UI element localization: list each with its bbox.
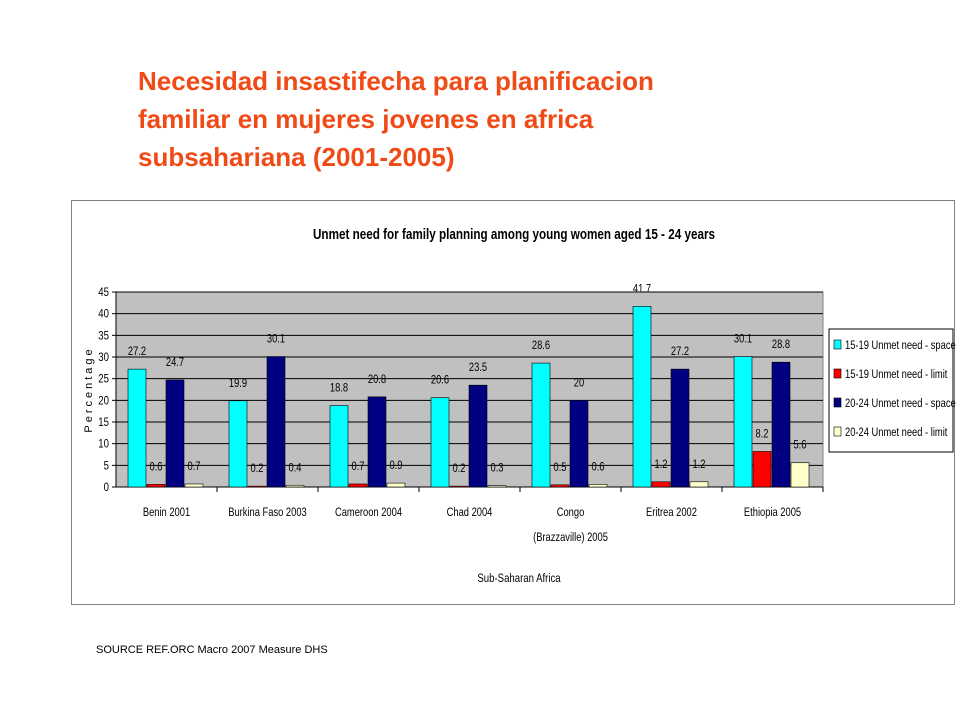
bar-2 <box>752 451 772 488</box>
bar-4 <box>285 484 305 488</box>
y-tick-label: 45 <box>98 286 109 299</box>
bar-chart: Unmet need for family planning among you… <box>83 226 956 586</box>
bar-1 <box>531 362 551 488</box>
data-label: 0.2 <box>250 462 263 475</box>
chart-frame: Unmet need for family planning among you… <box>71 200 956 605</box>
data-label: 0.7 <box>351 460 364 473</box>
bar-1 <box>127 368 147 488</box>
bar-2 <box>550 484 570 488</box>
bar-4 <box>184 483 204 488</box>
data-label: 5.6 <box>793 439 806 452</box>
x-tick-label: Benin 2001 <box>143 506 190 519</box>
bar-3 <box>266 356 286 488</box>
bar-1 <box>632 306 652 488</box>
legend-swatch <box>833 426 842 437</box>
x-tick-label: Eritrea 2002 <box>646 506 697 519</box>
y-axis-label: Percentage <box>83 346 95 432</box>
y-tick-label: 40 <box>98 308 109 321</box>
x-tick-label: Ethiopia 2005 <box>744 506 801 519</box>
bar-4 <box>487 485 507 488</box>
legend-label: 15-19 Unmet need - space <box>845 339 956 352</box>
bar-4 <box>689 481 709 488</box>
data-label: 1.2 <box>692 458 705 471</box>
data-label: 0.6 <box>149 460 162 473</box>
y-tick-label: 0 <box>104 481 109 494</box>
bar-2 <box>449 485 469 488</box>
x-tick-label: Chad 2004 <box>447 506 493 519</box>
bar-3 <box>569 400 589 488</box>
data-label: 30.1 <box>734 333 752 346</box>
chart-title: Unmet need for family planning among you… <box>313 226 715 243</box>
bar-3 <box>670 368 690 488</box>
slide-title-line-3: subsahariana (2001-2005) <box>138 142 455 172</box>
data-label: 23.5 <box>469 361 487 374</box>
data-label: 20.6 <box>431 374 449 387</box>
data-label: 18.8 <box>330 381 348 394</box>
data-label: 8.2 <box>755 427 768 440</box>
bar-3 <box>468 384 488 488</box>
bar-2 <box>247 485 267 488</box>
legend-label: 20-24 Unmet need - space <box>845 397 956 410</box>
data-label: 0.6 <box>591 460 604 473</box>
y-tick-label: 25 <box>98 373 109 386</box>
legend-swatch <box>833 339 842 350</box>
bar-3 <box>367 396 387 488</box>
data-label: 20.8 <box>368 373 386 386</box>
bar-1 <box>228 400 248 488</box>
legend-box <box>828 328 954 453</box>
slide-title-line-2: familiar en mujeres jovenes en africa <box>138 104 594 134</box>
data-label: 30.1 <box>267 333 285 346</box>
x-tick-label: Congo <box>557 506 585 519</box>
y-tick-label: 35 <box>98 329 109 342</box>
y-tick-label: 15 <box>98 416 109 429</box>
slide-title: Necesidad insastifecha para planificacio… <box>138 62 858 176</box>
legend-swatch <box>833 368 842 379</box>
x-tick-label: Cameroon 2004 <box>335 506 402 519</box>
data-label: 27.2 <box>671 345 689 358</box>
data-label: 41.7 <box>633 282 651 295</box>
data-label: 0.2 <box>452 462 465 475</box>
legend-label: 15-19 Unmet need - limit <box>845 368 947 381</box>
bar-3 <box>771 361 791 488</box>
data-label: 0.4 <box>288 461 301 474</box>
data-label: 24.7 <box>166 356 184 369</box>
y-tick-label: 30 <box>98 351 109 364</box>
data-label: 1.2 <box>654 458 667 471</box>
x-tick-label: Burkina Faso 2003 <box>228 506 307 519</box>
legend-swatch <box>833 397 842 408</box>
bar-1 <box>430 397 450 488</box>
y-tick-label: 20 <box>98 394 109 407</box>
data-label: 0.7 <box>187 460 200 473</box>
legend-label: 20-24 Unmet need - limit <box>845 426 947 439</box>
bar-1 <box>733 356 753 488</box>
data-label: 19.9 <box>229 377 247 390</box>
slide-title-line-1: Necesidad insastifecha para planificacio… <box>138 66 654 96</box>
bar-1 <box>329 405 349 488</box>
y-tick-label: 10 <box>98 438 109 451</box>
data-label: 20 <box>574 376 584 389</box>
bar-4 <box>790 462 810 488</box>
data-label: 27.2 <box>128 345 146 358</box>
data-label: 0.3 <box>490 462 503 475</box>
bar-2 <box>348 483 368 488</box>
bar-4 <box>588 484 608 488</box>
bar-4 <box>386 482 406 488</box>
bar-2 <box>146 484 166 488</box>
data-label: 0.5 <box>553 461 566 474</box>
data-label: 28.8 <box>772 338 790 351</box>
y-tick-label: 5 <box>104 459 109 472</box>
x-tick-label: (Brazzaville) 2005 <box>533 531 608 544</box>
bar-2 <box>651 481 671 488</box>
x-axis-label: Sub-Saharan Africa <box>477 572 561 585</box>
bar-3 <box>165 379 185 488</box>
data-label: 28.6 <box>532 339 550 352</box>
source-note: SOURCE REF.ORC Macro 2007 Measure DHS <box>96 644 328 656</box>
data-label: 0.9 <box>389 459 402 472</box>
